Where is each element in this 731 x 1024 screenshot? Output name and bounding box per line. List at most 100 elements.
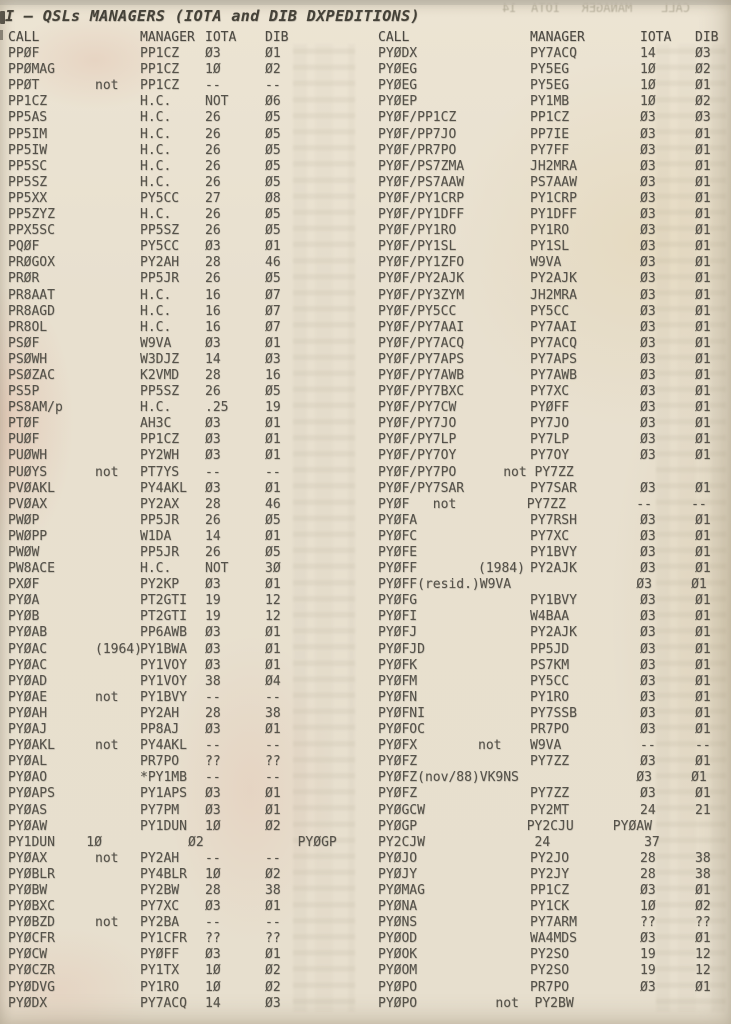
table-row: PYØAC (1964) PY1BWA Ø3 Ø1 [8,642,358,658]
note-cell: not [95,78,119,94]
manager-cell: PY2AJK [530,271,577,287]
manager-cell: PY1RO [530,689,570,705]
note-cell [478,110,530,126]
note-cell [95,996,140,1012]
dib-cell: ?? [265,931,281,947]
note-cell [95,706,140,722]
table-row: PYØFZ(nov/88)VK9NS Ø3 Ø1 [378,770,731,786]
call-cell: PRØR [8,271,40,287]
call-cell: PYØAO [8,770,48,786]
iota-cell: Ø3 [640,223,656,239]
manager-cell: PY7OY [530,448,570,464]
call-cell: PYØF/PY7AWB [378,367,465,383]
note-cell [478,320,530,336]
iota-cell: 28 [640,866,656,882]
call-cell: PYØAD [8,673,48,689]
table-row: PYØB PT2GTI 19 12 [8,609,358,625]
table-row: PYØAB PP6AWB Ø3 Ø1 [8,625,358,641]
row-raw-text: PYØFF(resid.)W9VA Ø3 Ø1 [378,577,707,593]
iota-cell: 1Ø [640,78,656,94]
dib-cell: Ø5 [265,271,281,287]
manager-cell: H.C. [140,158,172,174]
dib-cell: Ø1 [695,754,711,770]
table-row: PYØFI W4BAA Ø3 Ø1 [378,609,731,625]
manager-cell: PY2AJK [530,561,577,577]
manager-cell: PY7SSB [530,705,577,721]
iota-cell: -- [205,78,221,94]
dib-cell: Ø3 [695,46,711,62]
dib-cell: Ø1 [695,416,711,432]
dib-cell: Ø1 [695,512,711,528]
note-cell [478,915,530,931]
table-row: PYØBXC PY7XC Ø3 Ø1 [8,899,358,915]
manager-cell: PS7AAW [530,174,577,190]
note-cell [478,674,530,690]
iota-column-header: IOTA [640,30,672,45]
manager-cell: PP1CZ [530,110,570,126]
dib-cell: Ø1 [695,223,711,239]
iota-cell: Ø3 [640,158,656,174]
call-cell: PYØBW [8,882,48,898]
dib-cell: Ø1 [695,609,711,625]
iota-cell: Ø3 [205,899,221,915]
call-cell: PP5XX [8,190,48,206]
iota-cell: Ø3 [640,448,656,464]
call-cell: PYØF/PY1CRP [378,190,465,206]
manager-cell: *PY1MB [140,770,187,786]
note-cell [95,400,140,416]
call-cell: PYØAE [8,689,48,705]
manager-cell: PY1MB [530,94,570,110]
call-cell: PYØF/PS7ZMA [378,158,465,174]
note-column-spacer [95,30,140,46]
note-cell [95,658,140,674]
iota-cell: Ø3 [205,641,221,657]
call-cell: PYØBLR [8,866,55,882]
table-row: PR8AAT H.C. 16 Ø7 [8,288,358,304]
manager-cell: PY2KP [140,577,180,593]
dib-cell: -- [265,78,281,94]
dib-cell: Ø1 [695,78,711,94]
table-row: PYØF/PY1RO PY1RO Ø3 Ø1 [378,223,731,239]
table-row: PYØAD PY1VOY 38 Ø4 [8,674,358,690]
note-cell [478,593,530,609]
iota-cell: Ø3 [640,174,656,190]
dib-cell: Ø1 [265,480,281,496]
table-row: PYØF/PP1CZ PP1CZ Ø3 Ø3 [378,110,731,126]
row-raw-text: PY2CJW 24 37 [378,834,660,850]
table-row: PYØAL PR7PO???? [8,754,358,770]
note-column-spacer [478,30,530,46]
note-cell [95,255,140,271]
dib-cell: Ø5 [265,223,281,239]
call-cell: PYØF/PY7SAR [378,480,465,496]
iota-cell: Ø3 [640,351,656,367]
iota-cell: Ø3 [640,384,656,400]
scan-speck [0,30,3,40]
table-row: PYØFM PY5CC Ø3 Ø1 [378,674,731,690]
manager-cell: PY1SL [530,239,570,255]
table-row: PYØA PT2GTI 19 12 [8,593,358,609]
iota-cell: 26 [205,271,221,287]
iota-cell: Ø3 [205,416,221,432]
iota-cell: 26 [205,158,221,174]
iota-cell: 26 [205,223,221,239]
table-row: PYØBW PY2BW 28 38 [8,883,358,899]
note-cell [478,545,530,561]
note-cell: not [95,738,119,754]
note-cell [478,223,530,239]
table-row: PVØAX PY2AX 28 46 [8,497,358,513]
iota-cell: 19 [205,609,221,625]
table-row: PPX5SC PP5SZ 26 Ø5 [8,223,358,239]
dib-cell: Ø7 [265,287,281,303]
dib-cell: Ø1 [695,641,711,657]
manager-cell: PY2AH [140,705,180,721]
dib-cell: -- [265,689,281,705]
table-row: PYØF/PY5CC PY5CC Ø3 Ø1 [378,304,731,320]
manager-cell: PP1CZ [140,46,180,62]
iota-cell: Ø3 [640,255,656,271]
note-cell [478,288,530,304]
iota-cell: -- [205,850,221,866]
iota-cell: Ø3 [640,609,656,625]
dib-cell: Ø5 [265,126,281,142]
table-row: PYØGP PY2CJU PYØAW [378,819,731,835]
dib-cell: -- [265,738,281,754]
